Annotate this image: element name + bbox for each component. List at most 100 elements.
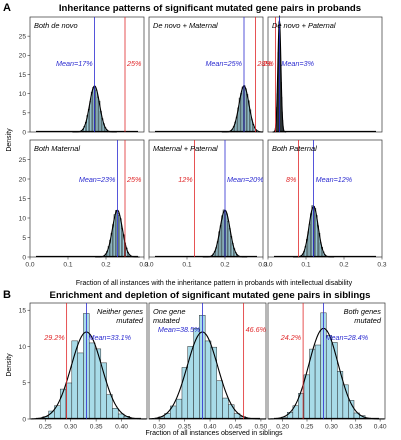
y-tick-label: 10 xyxy=(19,344,27,351)
observed-label: 29.2% xyxy=(43,333,65,342)
panel-title: Both de novo xyxy=(34,21,78,30)
x-tick-label: 0.40 xyxy=(374,424,387,431)
b-y-axis-label: Density xyxy=(6,353,13,377)
histogram-bar xyxy=(106,394,113,420)
density-curve xyxy=(30,331,147,420)
panel-frame xyxy=(148,139,264,258)
x-tick-label: 0.40 xyxy=(115,424,128,431)
y-tick-label: 15 xyxy=(19,308,27,315)
histogram-bars xyxy=(77,86,111,133)
panel-title: Both Maternal xyxy=(34,144,80,153)
y-tick-label: 5 xyxy=(22,380,26,387)
x-tick-label: 0.2 xyxy=(339,262,348,269)
density-curve xyxy=(149,331,266,420)
x-tick-label: 0.1 xyxy=(63,262,72,269)
panel-title: One gene xyxy=(153,307,185,316)
y-tick-label: 15 xyxy=(19,196,27,203)
x-tick-label: 0.20 xyxy=(276,424,289,431)
x-tick-label: 0.35 xyxy=(349,424,362,431)
y-tick-label: 20 xyxy=(19,176,27,183)
section-a-title: Inheritance patterns of significant muta… xyxy=(59,3,361,14)
panel-title: De novo + Maternal xyxy=(153,21,218,30)
x-tick-label: 0.40 xyxy=(204,424,217,431)
density-curve xyxy=(268,327,385,420)
panel-a-3: De novo + Paternal Mean=3% 2% xyxy=(262,15,383,133)
observed-label: 28% xyxy=(256,59,272,68)
histogram-bar xyxy=(216,380,223,420)
panel-frame xyxy=(29,16,145,133)
histogram-bar xyxy=(77,352,84,420)
y-tick-label: 20 xyxy=(19,53,27,60)
y-tick-label: 10 xyxy=(19,91,27,98)
histogram-bar xyxy=(100,362,107,420)
histogram-bars xyxy=(226,85,261,133)
panel-a-2: De novo + Maternal Mean=25% 28% xyxy=(148,16,272,133)
panel-title: Neither genes xyxy=(97,307,143,316)
panel-frame xyxy=(29,139,145,258)
mean-label: Mean=25% xyxy=(205,59,242,68)
mean-label: Mean=20% xyxy=(227,175,264,184)
mean-label: Mean=38.5% xyxy=(158,325,201,334)
panel-title: mutated xyxy=(153,316,181,325)
observed-label: 8% xyxy=(286,175,297,184)
mean-label: Mean=12% xyxy=(316,175,353,184)
y-tick-label: 25 xyxy=(19,33,27,40)
observed-label: 2% xyxy=(262,59,274,68)
x-tick-label: 0.0 xyxy=(144,262,153,269)
histogram-bars xyxy=(100,210,134,258)
panel-frame xyxy=(267,16,383,133)
a-x-axis-label: Fraction of all instances with the inher… xyxy=(76,280,353,287)
mean-label: Mean=17% xyxy=(56,59,93,68)
observed-label: 46.6% xyxy=(246,325,267,334)
x-tick-label: 0.2 xyxy=(220,262,229,269)
a-y-axis-label: Density xyxy=(6,128,13,152)
panel-title: mutated xyxy=(354,316,382,325)
mean-label: Mean=28.4% xyxy=(326,333,369,342)
histogram-bar xyxy=(210,346,217,420)
x-tick-label: 0.0 xyxy=(25,262,34,269)
panel-frame xyxy=(148,16,264,133)
histogram-bar xyxy=(222,397,229,420)
histogram-bar xyxy=(112,408,119,420)
mean-label: Mean=23% xyxy=(79,175,116,184)
y-tick-label: 10 xyxy=(19,215,27,222)
observed-label: 25% xyxy=(126,175,142,184)
histogram-bar xyxy=(314,344,321,420)
panel-title: Both genes xyxy=(344,307,382,316)
x-tick-label: 0.0 xyxy=(263,262,272,269)
mean-label: Mean=3% xyxy=(281,59,314,68)
panel-frame xyxy=(267,139,383,258)
panel-title: Maternal + Paternal xyxy=(153,144,218,153)
x-tick-label: 0.3 xyxy=(258,262,267,269)
histogram-bar xyxy=(233,413,241,420)
x-tick-label: 0.25 xyxy=(39,424,52,431)
histogram-bar xyxy=(175,398,183,420)
x-tick-label: 0.35 xyxy=(178,424,191,431)
histogram-bar xyxy=(303,374,310,420)
section-a-letter: A xyxy=(3,2,11,14)
x-tick-label: 0.30 xyxy=(153,424,166,431)
panel-a-1: Both de novo Mean=17% 25% 0 5 10 15 20 25 xyxy=(19,16,145,136)
observed-label: 25% xyxy=(126,59,142,68)
x-tick-label: 0.3 xyxy=(377,262,386,269)
x-tick-label: 0.2 xyxy=(101,262,110,269)
histogram-bars xyxy=(207,209,242,258)
x-tick-label: 0.1 xyxy=(182,262,191,269)
panel-a-6: Both Paternal Mean=12% 8% 0.0 0.1 0.2 0.3 xyxy=(263,139,387,269)
density-curve xyxy=(221,85,263,133)
y-tick-label: 25 xyxy=(19,157,27,164)
histogram-bar xyxy=(59,388,67,420)
histogram-bar xyxy=(88,342,96,420)
y-tick-label: 5 xyxy=(22,110,26,117)
histogram-bar xyxy=(204,340,212,420)
mean-label: Mean=33.1% xyxy=(88,333,131,342)
panel-a-5: Maternal + Paternal Mean=20% 12% 0.0 0.1 0.2 0… xyxy=(144,139,268,269)
y-tick-label: 5 xyxy=(22,235,26,242)
histogram-bar xyxy=(187,346,194,420)
panel-title: mutated xyxy=(116,316,144,325)
observed-label: 12% xyxy=(178,175,193,184)
